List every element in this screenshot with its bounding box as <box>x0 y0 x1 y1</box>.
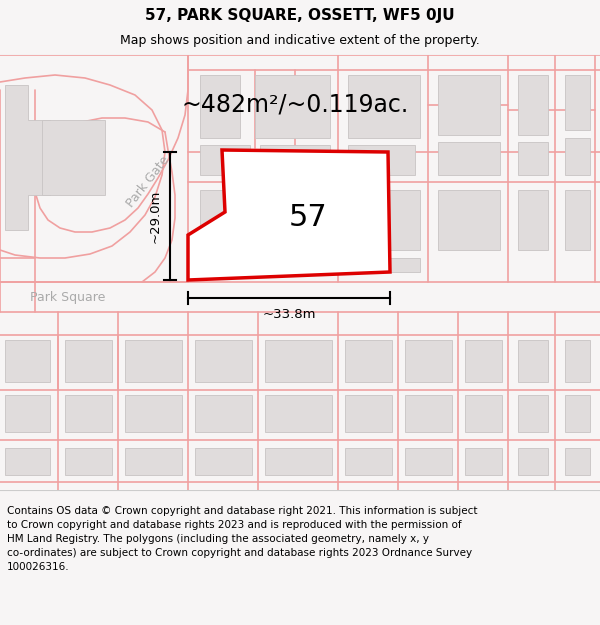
Polygon shape <box>565 75 590 130</box>
Polygon shape <box>565 395 590 432</box>
Polygon shape <box>438 190 500 250</box>
Polygon shape <box>565 138 590 175</box>
Polygon shape <box>42 120 105 195</box>
Polygon shape <box>5 395 50 432</box>
Text: ~29.0m: ~29.0m <box>149 189 162 242</box>
Polygon shape <box>518 190 548 250</box>
Polygon shape <box>518 340 548 382</box>
Polygon shape <box>255 190 330 270</box>
Text: Map shows position and indicative extent of the property.: Map shows position and indicative extent… <box>120 34 480 48</box>
Polygon shape <box>345 448 392 475</box>
Polygon shape <box>125 448 182 475</box>
Polygon shape <box>65 340 112 382</box>
Polygon shape <box>518 448 548 475</box>
Polygon shape <box>405 340 452 382</box>
Polygon shape <box>125 395 182 432</box>
Text: ~482m²/~0.119ac.: ~482m²/~0.119ac. <box>181 93 409 117</box>
Polygon shape <box>348 145 415 175</box>
Polygon shape <box>200 190 240 270</box>
Polygon shape <box>200 75 240 138</box>
Polygon shape <box>255 75 330 138</box>
Polygon shape <box>518 75 548 135</box>
Polygon shape <box>565 190 590 250</box>
Polygon shape <box>345 395 392 432</box>
Polygon shape <box>465 395 502 432</box>
Text: Park Gate: Park Gate <box>124 154 172 210</box>
Polygon shape <box>65 395 112 432</box>
Polygon shape <box>438 142 500 175</box>
Polygon shape <box>265 448 332 475</box>
Polygon shape <box>518 142 548 175</box>
Polygon shape <box>195 340 252 382</box>
Polygon shape <box>5 340 50 382</box>
Polygon shape <box>345 340 392 382</box>
Polygon shape <box>565 448 590 475</box>
Polygon shape <box>405 448 452 475</box>
Polygon shape <box>518 395 548 432</box>
Polygon shape <box>265 340 332 382</box>
Polygon shape <box>438 75 500 135</box>
Polygon shape <box>565 340 590 382</box>
Polygon shape <box>65 448 112 475</box>
Polygon shape <box>260 145 330 175</box>
Text: 57, PARK SQUARE, OSSETT, WF5 0JU: 57, PARK SQUARE, OSSETT, WF5 0JU <box>145 8 455 23</box>
Polygon shape <box>348 75 420 138</box>
Text: 57: 57 <box>289 204 328 232</box>
Polygon shape <box>265 395 332 432</box>
Polygon shape <box>465 340 502 382</box>
Polygon shape <box>348 190 420 250</box>
Polygon shape <box>125 340 182 382</box>
Polygon shape <box>405 395 452 432</box>
Polygon shape <box>188 150 390 280</box>
Polygon shape <box>195 395 252 432</box>
Polygon shape <box>348 258 420 272</box>
Text: ~33.8m: ~33.8m <box>262 308 316 321</box>
Polygon shape <box>195 448 252 475</box>
Text: Contains OS data © Crown copyright and database right 2021. This information is : Contains OS data © Crown copyright and d… <box>7 506 478 572</box>
Polygon shape <box>465 448 502 475</box>
Polygon shape <box>5 85 50 230</box>
Polygon shape <box>200 145 250 175</box>
Polygon shape <box>5 448 50 475</box>
Text: Park Square: Park Square <box>31 291 106 304</box>
